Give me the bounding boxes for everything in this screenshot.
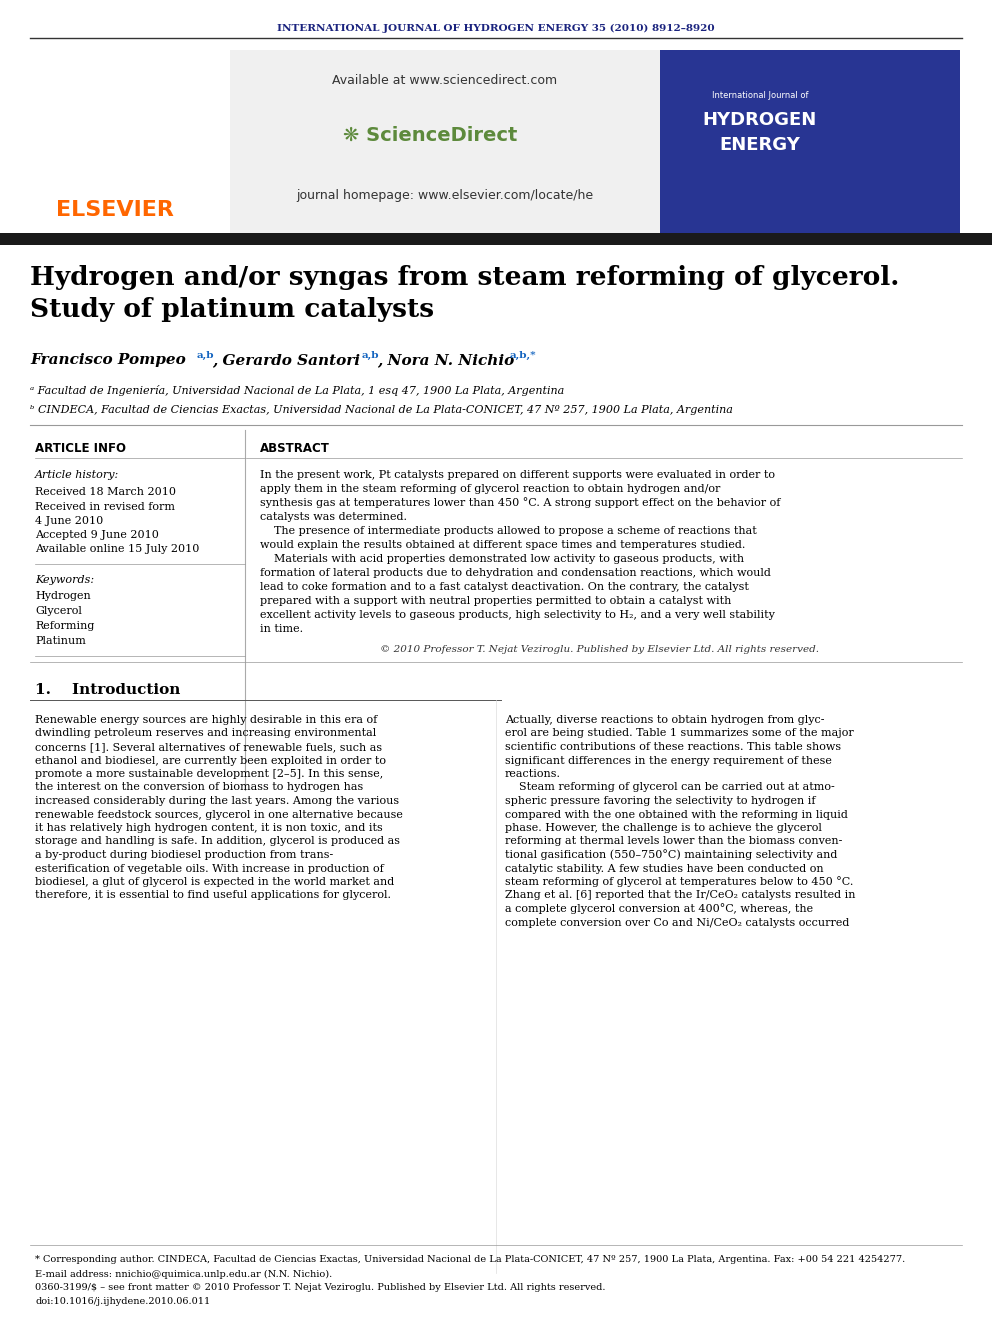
Text: Materials with acid properties demonstrated low activity to gaseous products, wi: Materials with acid properties demonstra… <box>260 554 744 564</box>
Text: E-mail address: nnichio@quimica.unlp.edu.ar (N.N. Nichio).: E-mail address: nnichio@quimica.unlp.edu… <box>35 1270 332 1278</box>
FancyBboxPatch shape <box>230 50 660 239</box>
Text: Zhang et al. [6] reported that the Ir/CeO₂ catalysts resulted in: Zhang et al. [6] reported that the Ir/Ce… <box>505 890 855 901</box>
Text: , Gerardo Santori: , Gerardo Santori <box>212 353 360 366</box>
Text: Available online 15 July 2010: Available online 15 July 2010 <box>35 544 199 554</box>
Text: complete conversion over Co and Ni/CeO₂ catalysts occurred: complete conversion over Co and Ni/CeO₂ … <box>505 917 849 927</box>
Text: ❋ ScienceDirect: ❋ ScienceDirect <box>343 126 517 144</box>
Text: a by-product during biodiesel production from trans-: a by-product during biodiesel production… <box>35 849 333 860</box>
Text: 1.    Introduction: 1. Introduction <box>35 683 181 697</box>
Text: phase. However, the challenge is to achieve the glycerol: phase. However, the challenge is to achi… <box>505 823 822 833</box>
Text: a,b: a,b <box>362 351 380 360</box>
Text: HYDROGEN: HYDROGEN <box>703 111 817 130</box>
Text: esterification of vegetable oils. With increase in production of: esterification of vegetable oils. With i… <box>35 864 384 873</box>
Text: Available at www.sciencedirect.com: Available at www.sciencedirect.com <box>332 74 558 86</box>
Text: ᵃ Facultad de Ingeniería, Universidad Nacional de La Plata, 1 esq 47, 1900 La Pl: ᵃ Facultad de Ingeniería, Universidad Na… <box>30 385 564 396</box>
Text: promote a more sustainable development [2–5]. In this sense,: promote a more sustainable development [… <box>35 769 383 779</box>
Text: © 2010 Professor T. Nejat Veziroglu. Published by Elsevier Ltd. All rights reser: © 2010 Professor T. Nejat Veziroglu. Pub… <box>381 646 819 655</box>
Text: Received 18 March 2010: Received 18 March 2010 <box>35 487 176 497</box>
Text: dwindling petroleum reserves and increasing environmental: dwindling petroleum reserves and increas… <box>35 729 376 738</box>
Text: Steam reforming of glycerol can be carried out at atmo-: Steam reforming of glycerol can be carri… <box>505 782 834 792</box>
Text: * Corresponding author. CINDECA, Facultad de Ciencias Exactas, Universidad Nacio: * Corresponding author. CINDECA, Faculta… <box>35 1256 906 1265</box>
Text: prepared with a support with neutral properties permitted to obtain a catalyst w: prepared with a support with neutral pro… <box>260 595 731 606</box>
Text: reforming at thermal levels lower than the biomass conven-: reforming at thermal levels lower than t… <box>505 836 842 847</box>
Text: renewable feedstock sources, glycerol in one alternative because: renewable feedstock sources, glycerol in… <box>35 810 403 819</box>
Text: Renewable energy sources are highly desirable in this era of: Renewable energy sources are highly desi… <box>35 714 377 725</box>
Text: Received in revised form: Received in revised form <box>35 501 175 512</box>
Text: it has relatively high hydrogen content, it is non toxic, and its: it has relatively high hydrogen content,… <box>35 823 383 833</box>
Text: Glycerol: Glycerol <box>35 606 82 617</box>
Text: compared with the one obtained with the reforming in liquid: compared with the one obtained with the … <box>505 810 848 819</box>
Text: catalysts was determined.: catalysts was determined. <box>260 512 407 523</box>
Text: ELSEVIER: ELSEVIER <box>57 200 174 220</box>
Text: a,b,*: a,b,* <box>510 351 537 360</box>
Text: Platinum: Platinum <box>35 636 86 646</box>
Text: concerns [1]. Several alternatives of renewable fuels, such as: concerns [1]. Several alternatives of re… <box>35 742 382 751</box>
Text: catalytic stability. A few studies have been conducted on: catalytic stability. A few studies have … <box>505 864 823 873</box>
Text: reactions.: reactions. <box>505 769 561 779</box>
Text: Reforming: Reforming <box>35 620 94 631</box>
Text: tional gasification (550–750°C) maintaining selectivity and: tional gasification (550–750°C) maintain… <box>505 849 837 860</box>
Text: therefore, it is essential to find useful applications for glycerol.: therefore, it is essential to find usefu… <box>35 890 391 901</box>
Text: , Nora N. Nichio: , Nora N. Nichio <box>377 353 514 366</box>
Text: ᵇ CINDECA, Facultad de Ciencias Exactas, Universidad Nacional de La Plata-CONICE: ᵇ CINDECA, Facultad de Ciencias Exactas,… <box>30 405 733 415</box>
Text: Study of platinum catalysts: Study of platinum catalysts <box>30 298 434 323</box>
Text: biodiesel, a glut of glycerol is expected in the world market and: biodiesel, a glut of glycerol is expecte… <box>35 877 394 886</box>
Text: Hydrogen and/or syngas from steam reforming of glycerol.: Hydrogen and/or syngas from steam reform… <box>30 266 900 291</box>
Text: storage and handling is safe. In addition, glycerol is produced as: storage and handling is safe. In additio… <box>35 836 400 847</box>
Text: In the present work, Pt catalysts prepared on different supports were evaluated : In the present work, Pt catalysts prepar… <box>260 470 775 480</box>
Text: in time.: in time. <box>260 624 304 634</box>
Text: excellent activity levels to gaseous products, high selectivity to H₂, and a ver: excellent activity levels to gaseous pro… <box>260 610 775 620</box>
Text: ethanol and biodiesel, are currently been exploited in order to: ethanol and biodiesel, are currently bee… <box>35 755 386 766</box>
Text: apply them in the steam reforming of glycerol reaction to obtain hydrogen and/or: apply them in the steam reforming of gly… <box>260 484 720 493</box>
Text: Francisco Pompeo: Francisco Pompeo <box>30 353 186 366</box>
Text: Actually, diverse reactions to obtain hydrogen from glyc-: Actually, diverse reactions to obtain hy… <box>505 714 824 725</box>
Text: 4 June 2010: 4 June 2010 <box>35 516 103 527</box>
Text: International Journal of: International Journal of <box>711 90 808 99</box>
Text: the interest on the conversion of biomass to hydrogen has: the interest on the conversion of biomas… <box>35 782 363 792</box>
Text: Hydrogen: Hydrogen <box>35 591 90 601</box>
Text: journal homepage: www.elsevier.com/locate/he: journal homepage: www.elsevier.com/locat… <box>297 188 593 201</box>
Text: synthesis gas at temperatures lower than 450 °C. A strong support effect on the : synthesis gas at temperatures lower than… <box>260 497 781 508</box>
Text: a,b: a,b <box>197 351 214 360</box>
Text: significant differences in the energy requirement of these: significant differences in the energy re… <box>505 755 832 766</box>
Text: ABSTRACT: ABSTRACT <box>260 442 330 455</box>
Text: ENERGY: ENERGY <box>719 136 801 153</box>
Bar <box>0 233 992 245</box>
Bar <box>660 50 960 239</box>
Text: Accepted 9 June 2010: Accepted 9 June 2010 <box>35 531 159 540</box>
Text: a complete glycerol conversion at 400°C, whereas, the: a complete glycerol conversion at 400°C,… <box>505 904 813 914</box>
Text: Keywords:: Keywords: <box>35 576 94 585</box>
Text: lead to coke formation and to a fast catalyst deactivation. On the contrary, the: lead to coke formation and to a fast cat… <box>260 582 749 591</box>
Text: The presence of intermediate products allowed to propose a scheme of reactions t: The presence of intermediate products al… <box>260 527 757 536</box>
Text: INTERNATIONAL JOURNAL OF HYDROGEN ENERGY 35 (2010) 8912–8920: INTERNATIONAL JOURNAL OF HYDROGEN ENERGY… <box>277 24 715 33</box>
Text: steam reforming of glycerol at temperatures below to 450 °C.: steam reforming of glycerol at temperatu… <box>505 877 853 888</box>
Text: erol are being studied. Table 1 summarizes some of the major: erol are being studied. Table 1 summariz… <box>505 729 854 738</box>
Text: scientific contributions of these reactions. This table shows: scientific contributions of these reacti… <box>505 742 841 751</box>
Text: would explain the results obtained at different space times and temperatures stu: would explain the results obtained at di… <box>260 540 745 550</box>
Text: spheric pressure favoring the selectivity to hydrogen if: spheric pressure favoring the selectivit… <box>505 796 815 806</box>
Text: 0360-3199/$ – see front matter © 2010 Professor T. Nejat Veziroglu. Published by: 0360-3199/$ – see front matter © 2010 Pr… <box>35 1283 605 1293</box>
Text: doi:10.1016/j.ijhydene.2010.06.011: doi:10.1016/j.ijhydene.2010.06.011 <box>35 1298 210 1307</box>
Text: Article history:: Article history: <box>35 470 119 480</box>
Text: formation of lateral products due to dehydration and condensation reactions, whi: formation of lateral products due to deh… <box>260 568 771 578</box>
Text: increased considerably during the last years. Among the various: increased considerably during the last y… <box>35 796 399 806</box>
Text: ARTICLE INFO: ARTICLE INFO <box>35 442 126 455</box>
